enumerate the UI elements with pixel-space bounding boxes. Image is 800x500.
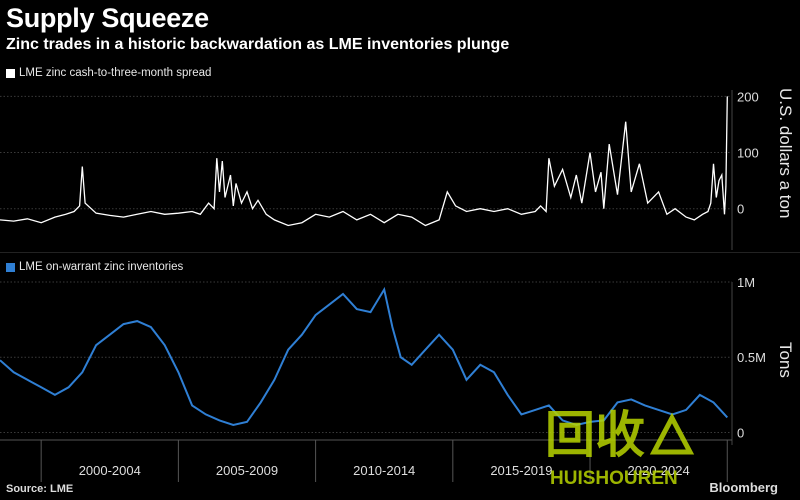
inventory-grid: [0, 281, 732, 433]
x-tick-label: 2010-2014: [353, 463, 415, 478]
chart-subtitle: Zinc trades in a historic backwardation …: [6, 36, 510, 53]
brand-label: Bloomberg: [709, 480, 778, 495]
watermark-graphic: 回收 HUISHOUREN: [545, 407, 695, 489]
watermark: 回收 HUISHOUREN: [540, 400, 720, 495]
inventory-series-line: [0, 286, 729, 427]
watermark-text: HUISHOUREN: [550, 468, 678, 489]
spread-y-tick-label: 100: [737, 146, 759, 161]
inventory-legend-swatch: [6, 262, 15, 272]
spread-y-ticks: 200 100 0: [737, 89, 759, 216]
watermark-triangle-icon: [649, 412, 695, 455]
x-tick-label: 2020-2024: [628, 463, 690, 478]
spread-y-tick-label: 0: [737, 202, 744, 217]
spread-legend: LME zinc cash-to-three-month spread: [6, 67, 211, 79]
spread-y-tick-label: 200: [737, 89, 759, 104]
inventory-legend: LME on-warrant zinc inventories: [6, 261, 183, 273]
chart-title: Supply Squeeze: [6, 3, 209, 33]
watermark-glyph: 回收: [545, 407, 645, 463]
spread-legend-swatch: [6, 68, 15, 78]
spread-legend-label: LME zinc cash-to-three-month spread: [19, 67, 212, 79]
x-grid: [40, 440, 728, 482]
source-note: Source: LME: [6, 483, 74, 495]
x-tick-label: 2015-2019: [490, 463, 552, 478]
spread-series-line: [0, 96, 728, 227]
inventory-y-tick-label: 0.5M: [737, 350, 766, 365]
x-tick-label: 2000-2004: [79, 463, 141, 478]
x-tick-label: 2005-2009: [216, 463, 278, 478]
inventory-legend-label: LME on-warrant zinc inventories: [19, 261, 184, 273]
panel-divider: [0, 252, 800, 253]
inventory-y-tick-label: 0: [737, 425, 744, 440]
inventory-y-tick-label: 1M: [737, 275, 755, 290]
x-ticks: 2000-2004 2005-2009 2010-2014 2015-2019 2020…: [79, 463, 690, 478]
inventory-y-ticks: 1M 0.5M 0: [737, 275, 766, 440]
